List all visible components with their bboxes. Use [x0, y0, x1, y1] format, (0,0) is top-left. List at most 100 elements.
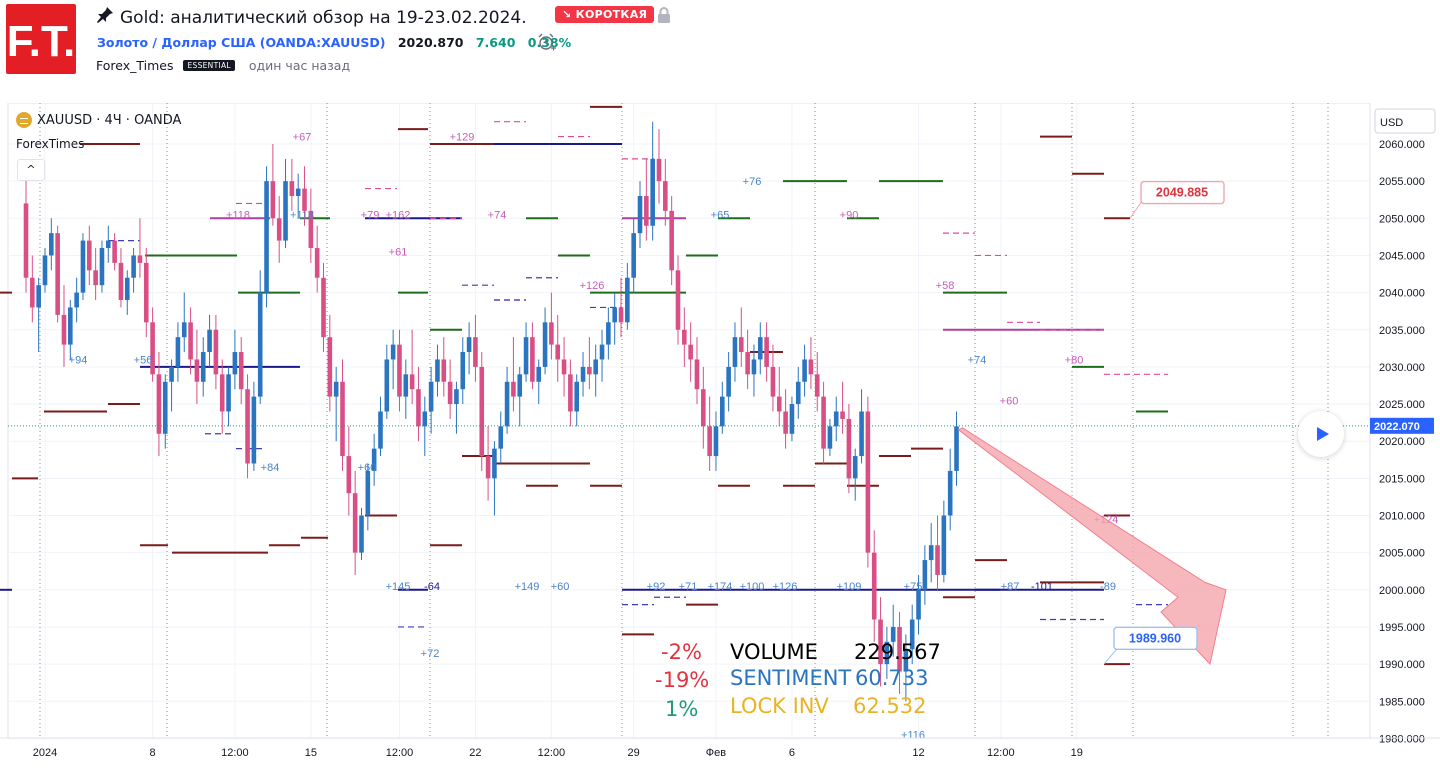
bearish-forecast-arrow — [957, 427, 1227, 666]
bar-volume-label: +61 — [389, 247, 408, 259]
bar-volume-label: +118 — [226, 210, 250, 222]
symbol-price: 2020.870 — [397, 35, 464, 50]
bar-volume-label: +80 — [1065, 354, 1084, 366]
candle-body — [295, 188, 301, 197]
play-replay-button[interactable] — [1298, 411, 1344, 457]
lock-inv-label: LOCK INV — [730, 694, 829, 718]
volume-label: VOLUME — [730, 640, 818, 664]
symbol-code-open: ( — [255, 35, 266, 50]
candle-body — [188, 322, 193, 360]
candle-body — [409, 374, 415, 390]
candle-body — [504, 381, 510, 427]
bar-volume-label: +72 — [421, 648, 440, 660]
candle-body — [397, 344, 402, 397]
symbol-line: Золото / Доллар США (OANDA:XAUUSD) 2020.… — [97, 35, 571, 50]
candle-body — [74, 292, 79, 308]
candle-body — [403, 374, 409, 397]
candle-body — [283, 181, 288, 241]
candle-body — [124, 277, 130, 301]
bar-volume-label: +74 — [488, 210, 507, 222]
bar-volume-label: +145 — [386, 581, 411, 593]
candle-body — [99, 248, 105, 286]
candle-body — [251, 396, 257, 464]
candle-body — [473, 337, 478, 367]
x-tick-label: 8 — [150, 747, 156, 759]
x-tick-label: 22 — [469, 747, 481, 759]
candle-body — [726, 366, 731, 397]
x-tick-label: 15 — [305, 747, 317, 759]
y-tick-label: 2025.000 — [1379, 399, 1425, 411]
candle-body — [156, 374, 162, 434]
logo-graphic: F.T. — [7, 17, 75, 66]
candle-body — [675, 270, 681, 330]
candle-body — [707, 426, 712, 457]
gold-coin-icon — [16, 112, 32, 128]
symbol-code-close: ) — [379, 35, 386, 50]
bar-volume-label: +87 — [1001, 581, 1020, 593]
bar-volume-label: +92 — [647, 581, 666, 593]
forex-times-logo[interactable]: F.T. — [6, 4, 76, 74]
bar-volume-label: +126 — [773, 581, 798, 593]
price-chart[interactable]: +67 +129 +118 +113 +79 +162 +74 +76 +65 +90 +61 +12… — [0, 103, 1440, 770]
candle-body — [232, 352, 238, 375]
bar-volume-label: +129 — [450, 132, 475, 144]
author-name[interactable]: Forex_Times — [96, 58, 174, 73]
lower-target-box — [1113, 626, 1198, 651]
candle-body — [143, 262, 149, 323]
publish-time: один час назад — [248, 58, 351, 73]
bar-volume-label: +60 — [1000, 395, 1019, 407]
candle-body — [200, 352, 206, 382]
y-tick-label: 1980.000 — [1379, 733, 1425, 745]
candle-body — [207, 329, 212, 353]
symbol-link[interactable]: Золото / Доллар США (OANDA:XAUUSD) — [97, 35, 386, 50]
alert-clock-icon[interactable] — [536, 32, 556, 56]
currency-selector[interactable] — [1374, 108, 1436, 134]
volume-value: 229.567 — [854, 640, 941, 664]
candle-body — [644, 196, 649, 226]
candle-body — [852, 456, 858, 479]
symbol-change: 7.640 — [475, 35, 516, 50]
y-tick-label: 1995.000 — [1379, 622, 1425, 634]
last-price-label: 2022.070 — [1374, 421, 1420, 433]
candle-body — [511, 381, 516, 397]
x-tick-label: 12:00 — [538, 747, 566, 759]
y-tick-label: 2050.000 — [1379, 213, 1425, 225]
candle-body — [308, 210, 314, 249]
candle-body — [169, 366, 174, 382]
candle-body — [359, 515, 364, 553]
candle-body — [568, 374, 573, 412]
candle-body — [625, 277, 630, 323]
candle-body — [599, 344, 605, 360]
symbol-name[interactable]: Золото / Доллар США — [97, 35, 256, 50]
candle-body — [428, 381, 434, 412]
symbol-code[interactable]: OANDA:XAUUSD — [265, 35, 380, 50]
collapse-legend-button[interactable]: ^ — [17, 159, 45, 181]
symbol-change-pct: 0.38% — [527, 35, 572, 50]
candle-body — [833, 411, 839, 427]
logo-text: F.T. — [7, 17, 75, 66]
candle-body — [441, 359, 447, 382]
bar-volume-label: +60 — [358, 462, 377, 474]
candle-body — [789, 404, 795, 434]
candle-body — [226, 374, 231, 412]
x-tick-label: 19 — [1071, 747, 1083, 759]
y-tick-label: 2035.000 — [1379, 325, 1425, 337]
y-tick-label: 2010.000 — [1379, 511, 1425, 523]
candle-body — [865, 411, 871, 553]
candle-body — [663, 181, 668, 211]
bar-volume-label: +100 — [740, 581, 765, 593]
candle-body — [530, 337, 535, 382]
candle-body — [587, 366, 592, 375]
bar-volume-label: +65 — [711, 210, 730, 222]
candle-body — [669, 210, 674, 271]
lock-inv-value: 62.532 — [853, 694, 927, 718]
upper-target-label: 2049.885 — [1156, 186, 1208, 200]
candle-body — [68, 307, 73, 345]
currency-label: USD — [1380, 117, 1403, 129]
y-tick-label: 2020.000 — [1379, 436, 1425, 448]
candle-body — [821, 396, 826, 449]
candle-body — [327, 337, 333, 397]
bar-volume-label: +126 — [580, 280, 605, 292]
bar-volume-label: +113 — [290, 210, 314, 222]
candle-body — [903, 649, 909, 672]
